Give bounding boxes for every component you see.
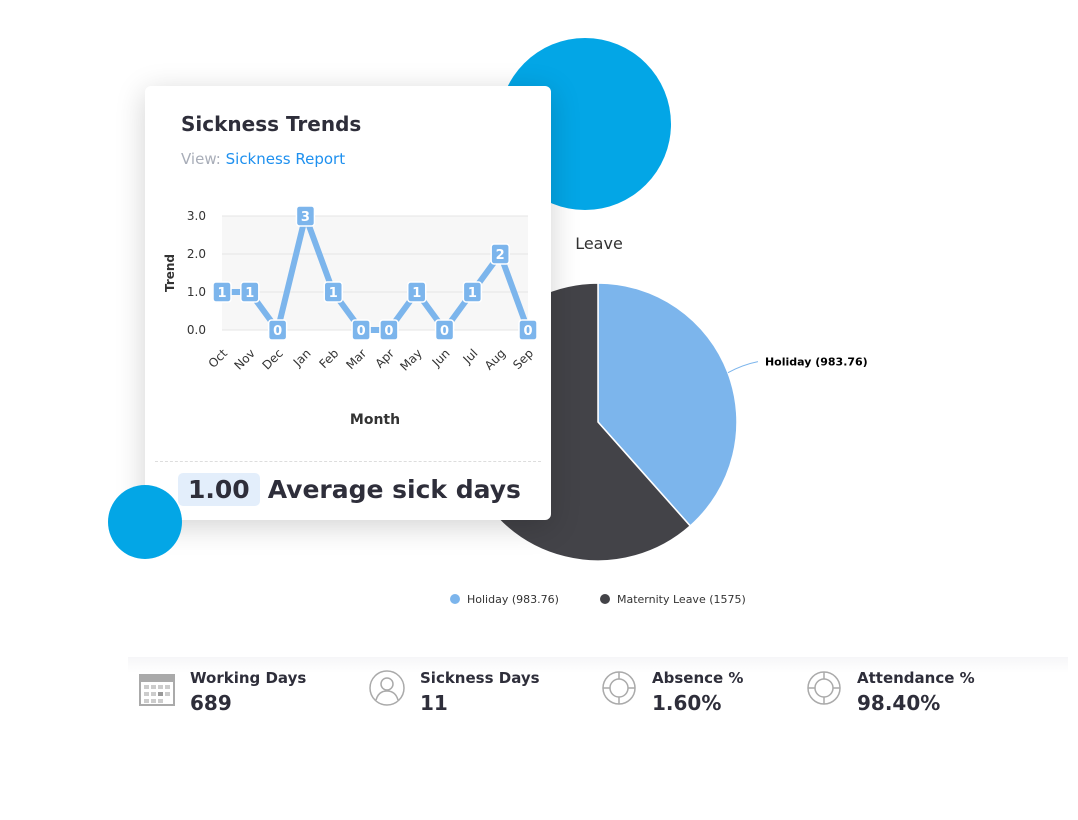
stat-value: 1.60% xyxy=(652,691,722,715)
decorative-circle xyxy=(108,485,182,559)
legend-item: Holiday (983.76) xyxy=(467,593,559,606)
data-point: 0 xyxy=(267,319,288,341)
donut-icon xyxy=(600,669,638,715)
average-label: Average sick days xyxy=(267,475,521,504)
data-point-marker xyxy=(240,281,260,303)
stat-title: Absence % xyxy=(652,669,744,687)
data-point-marker xyxy=(379,319,399,341)
sickness-trends-card: Sickness Trends View: Sickness Report 0.… xyxy=(145,86,551,520)
data-label: 3 xyxy=(301,210,310,225)
x-tick-label: Nov xyxy=(231,346,257,372)
stat-value: 689 xyxy=(190,691,232,715)
plot-background xyxy=(222,216,528,330)
data-label-connector xyxy=(727,361,759,374)
data-point-marker xyxy=(434,319,455,341)
data-point: 1 xyxy=(323,281,344,303)
data-point: 0 xyxy=(379,319,399,341)
pie-data-label: Holiday (983.76) xyxy=(765,356,868,369)
data-point-marker xyxy=(462,281,483,303)
data-point: 0 xyxy=(434,319,455,341)
x-tick-label: Dec xyxy=(259,346,285,372)
data-point-marker xyxy=(295,205,316,227)
data-label: 1 xyxy=(245,286,254,301)
legend-marker xyxy=(450,594,460,604)
data-label: 1 xyxy=(217,286,226,301)
divider xyxy=(155,461,541,462)
x-tick-label: Mar xyxy=(343,346,369,372)
data-point: 0 xyxy=(518,319,538,341)
x-tick-label: Sep xyxy=(510,346,536,372)
x-tick-label: Jan xyxy=(290,346,314,370)
average-value: 1.00 xyxy=(178,473,260,506)
data-point-marker xyxy=(267,319,288,341)
sickness-report-link[interactable]: Sickness Report xyxy=(225,150,346,168)
data-label: 1 xyxy=(468,286,477,301)
data-label: 1 xyxy=(329,286,338,301)
stat-working-days: Working Days 689 xyxy=(138,669,306,715)
data-point: 1 xyxy=(240,281,260,303)
data-point-marker xyxy=(490,243,510,265)
stat-value: 98.40% xyxy=(857,691,941,715)
y-tick-label: 1.0 xyxy=(187,285,206,299)
x-axis-label: Month xyxy=(350,412,400,428)
stat-title: Working Days xyxy=(190,669,307,687)
data-point: 2 xyxy=(490,243,510,265)
stat-title: Attendance % xyxy=(857,669,975,687)
data-label: 0 xyxy=(440,324,449,339)
data-point: 1 xyxy=(406,281,427,303)
x-tick-label: Jun xyxy=(429,346,453,370)
y-tick-label: 2.0 xyxy=(187,247,206,261)
data-label: 0 xyxy=(273,324,282,339)
view-row: View: Sickness Report xyxy=(181,150,345,168)
legend-marker xyxy=(600,594,610,604)
data-point-marker xyxy=(518,319,538,341)
view-label: View: xyxy=(181,150,221,168)
x-tick-label: Feb xyxy=(316,346,341,371)
data-point: 3 xyxy=(295,205,316,227)
data-point-marker xyxy=(351,319,371,341)
stat-absence: Absence % 1.60% xyxy=(600,669,743,715)
y-axis-label: Trend xyxy=(163,254,177,292)
legend-item: Maternity Leave (1575) xyxy=(617,593,746,606)
x-tick-label: Jul xyxy=(460,346,481,367)
data-point: 1 xyxy=(212,281,232,303)
stat-sickness-days: Sickness Days 11 xyxy=(368,669,540,715)
stat-title: Sickness Days xyxy=(420,669,540,687)
x-tick-label: Apr xyxy=(372,346,397,371)
data-point-marker xyxy=(406,281,427,303)
pie-slice-holiday xyxy=(597,282,738,528)
card-title: Sickness Trends xyxy=(181,112,362,136)
stats-bar: Working Days 689 Sickness Days 11 Absence % 1… xyxy=(128,657,1068,737)
stat-attendance: Attendance % 98.40% xyxy=(805,669,975,715)
x-tick-label: Aug xyxy=(482,346,508,372)
average-sick-days: 1.00 Average sick days xyxy=(178,473,521,506)
x-tick-label: Oct xyxy=(206,346,231,371)
data-point: 0 xyxy=(351,319,371,341)
stat-value: 11 xyxy=(420,691,448,715)
y-tick-label: 3.0 xyxy=(187,209,206,223)
calendar-icon xyxy=(138,669,176,715)
data-label: 0 xyxy=(357,324,366,339)
data-point: 1 xyxy=(462,281,483,303)
donut-icon xyxy=(805,669,843,715)
y-tick-label: 0.0 xyxy=(187,323,206,337)
data-label: 0 xyxy=(384,324,393,339)
user-icon xyxy=(368,669,406,715)
data-point-marker xyxy=(212,281,232,303)
data-label: 0 xyxy=(523,324,532,339)
data-label: 1 xyxy=(412,286,421,301)
x-tick-label: May xyxy=(397,346,424,373)
data-point-marker xyxy=(323,281,344,303)
data-label: 2 xyxy=(496,248,505,263)
sickness-line-chart: 0.0 1.0 2.0 3.0 Trend Month Oct Nov Dec Jan Feb Mar… xyxy=(163,205,538,428)
pie-title: Leave xyxy=(575,234,623,253)
